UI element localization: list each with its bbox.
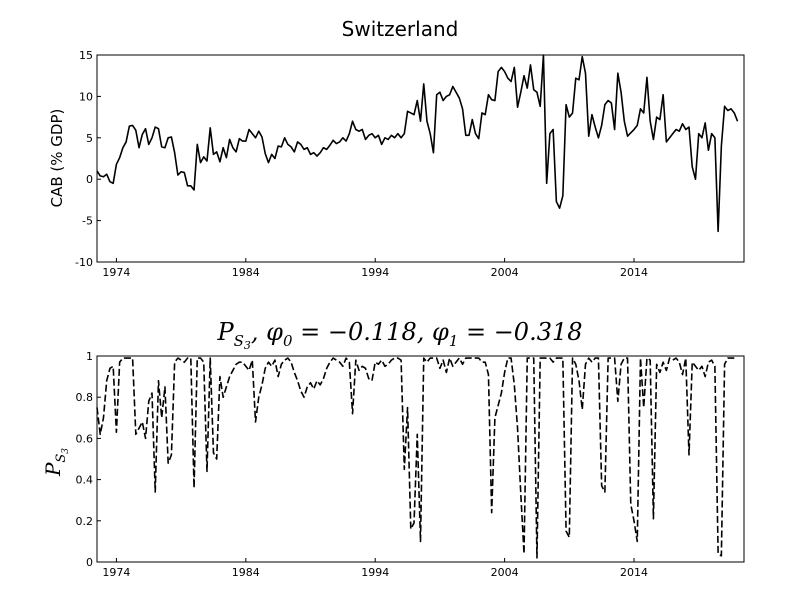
cab-y-tick-label: 15 <box>79 49 93 62</box>
probability-y-tick-label: 0.8 <box>76 391 94 404</box>
probability-x-tick-label: 2014 <box>620 566 648 579</box>
cab-x-tick-label: 1984 <box>232 266 260 279</box>
cab-y-tick-label: 5 <box>86 132 93 145</box>
cab-x-tick-label: 1994 <box>361 266 389 279</box>
ylab-sub-s: S <box>54 454 69 463</box>
probability-y-tick-label: 1 <box>86 350 93 363</box>
cab-chart-title: Switzerland <box>342 17 459 41</box>
probability-x-tick-label: 2004 <box>491 566 519 579</box>
probability-y-tick-label: 0.2 <box>76 515 94 528</box>
ylab-p: P <box>41 462 65 477</box>
probability-x-tick-label: 1974 <box>102 566 130 579</box>
title-val1: = −0.318 <box>458 318 582 346</box>
probability-chart-title: PS3, φ0 = −0.118, φ1 = −0.318 <box>216 318 582 352</box>
cab-y-axis-label: CAB (% GDP) <box>48 109 66 208</box>
title-sub-1: 1 <box>449 332 459 350</box>
probability-y-tick-label: 0.6 <box>76 432 94 445</box>
title-phi0: , φ <box>251 318 283 346</box>
probability-y-axis-label: PS3 <box>41 448 71 477</box>
cab-y-tick-label: -10 <box>75 256 93 269</box>
cab-plot-frame <box>96 54 745 263</box>
cab-y-tick-label: 0 <box>86 173 93 186</box>
title-phi1: = −0.118, φ <box>293 318 449 346</box>
title-sub-0: 0 <box>283 332 293 350</box>
title-sub-3: 3 <box>244 339 251 352</box>
probability-ticks: 1974 1984 1994 2004 2014 0 0.2 0.4 0.6 0.8 1 <box>76 350 649 579</box>
title-sub-s: S <box>234 332 244 350</box>
title-p: P <box>216 318 234 346</box>
probability-series-line <box>96 357 735 559</box>
probability-plot-frame <box>96 355 745 563</box>
cab-x-tick-label: 1974 <box>102 266 130 279</box>
cab-series-line <box>96 54 739 233</box>
cab-y-tick-label: -5 <box>82 215 93 228</box>
probability-y-tick-label: 0 <box>86 556 93 569</box>
cab-chart: Switzerland CAB (% GDP) 1974 1984 1994 2004… <box>48 17 745 279</box>
cab-y-tick-label: 10 <box>79 90 93 103</box>
probability-y-tick-label: 0.4 <box>76 474 94 487</box>
cab-ticks: 1974 1984 1994 2004 2014 -10 -5 0 5 10 15 <box>75 49 648 279</box>
probability-chart: PS3, φ0 = −0.118, φ1 = −0.318 PS3 1974 19… <box>41 318 745 579</box>
ylab-sub-3: 3 <box>61 448 71 454</box>
probability-x-tick-label: 1984 <box>232 566 260 579</box>
cab-x-tick-label: 2014 <box>620 266 648 279</box>
probability-x-tick-label: 1994 <box>361 566 389 579</box>
cab-x-tick-label: 2004 <box>491 266 519 279</box>
